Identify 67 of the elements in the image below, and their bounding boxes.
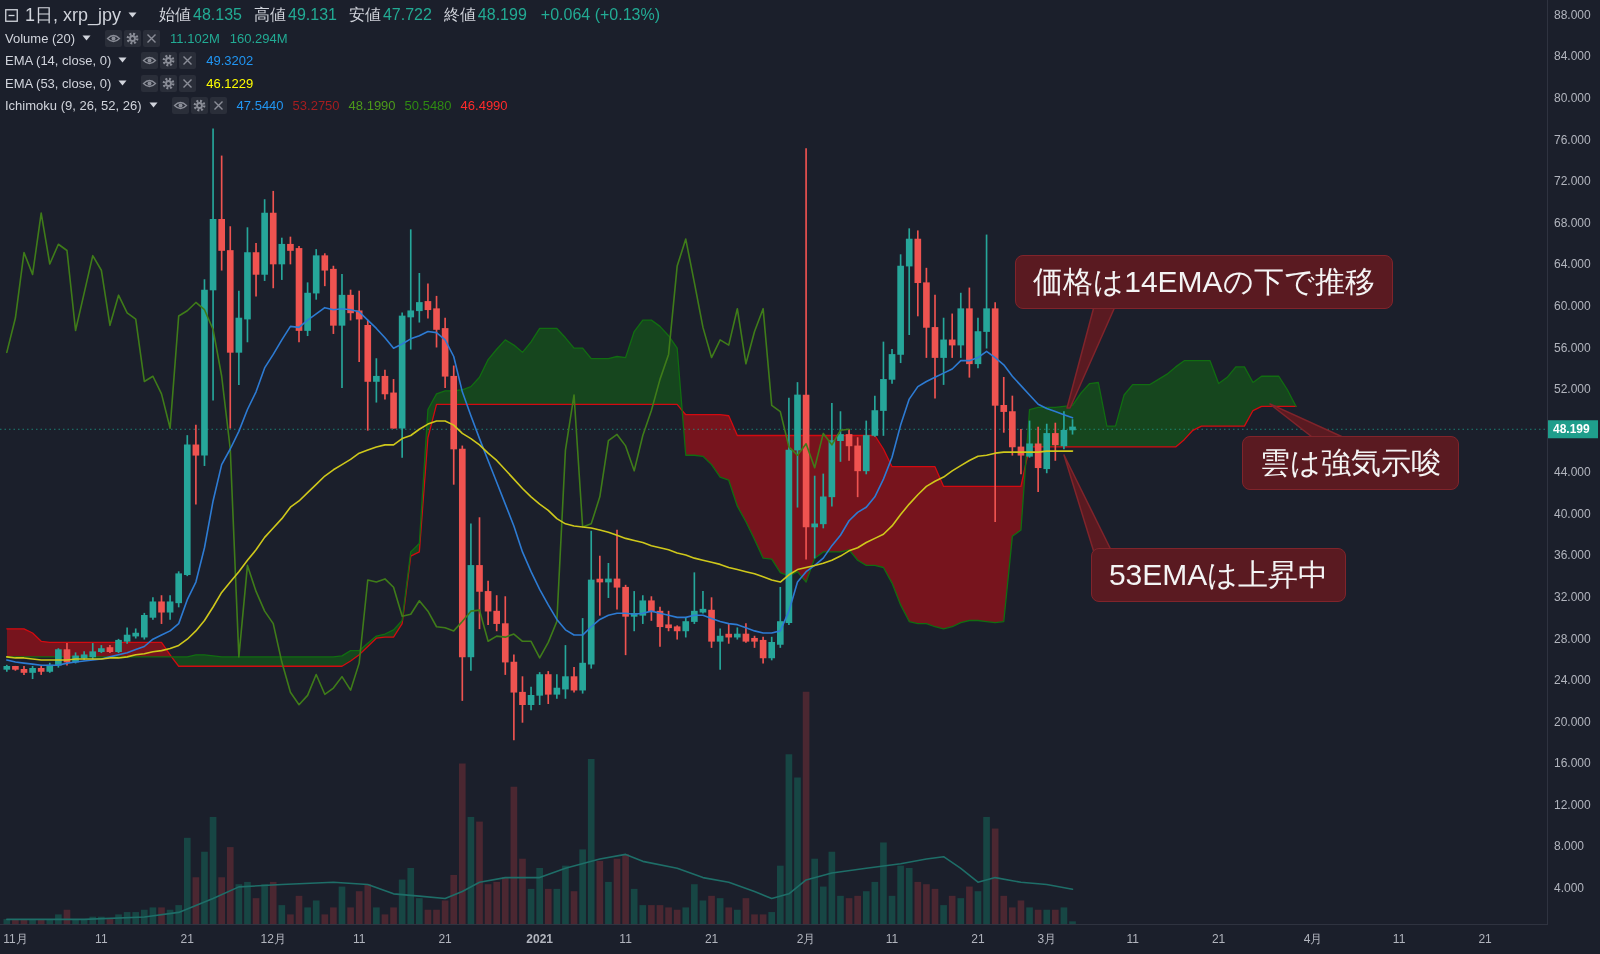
- y-tick-label: 8.000: [1554, 839, 1585, 854]
- annotation: EMA (14, close, 0): [5, 52, 112, 68]
- y-tick-label: 52.000: [1554, 382, 1592, 397]
- x-tick-label: 11月: [3, 931, 28, 946]
- x-tick-label: 2021: [526, 931, 554, 946]
- annotation: 46.1229: [206, 75, 254, 91]
- annotation: 雲は強気示唆: [1260, 444, 1442, 481]
- annotation: 48.199: [477, 6, 527, 24]
- x-tick-label: 21: [180, 931, 195, 946]
- y-tick-label: 32.000: [1554, 589, 1592, 604]
- x-tick-label: 11: [885, 931, 899, 946]
- y-tick-label: 20.000: [1554, 714, 1592, 729]
- x-tick-label: 12月: [260, 931, 286, 946]
- y-tick-label: 68.000: [1554, 215, 1592, 230]
- annotation: EMA (53, close, 0): [5, 75, 112, 91]
- x-tick-label: 11: [95, 931, 108, 946]
- x-tick-label: 21: [971, 931, 985, 946]
- annotation: 53.2750: [292, 97, 340, 113]
- y-tick-label: 80.000: [1554, 91, 1592, 106]
- x-tick-label: 3月: [1037, 931, 1057, 946]
- y-tick-label: 44.000: [1554, 465, 1592, 480]
- x-tick-label: 21: [1211, 931, 1226, 946]
- y-tick-label: 12.000: [1554, 797, 1592, 812]
- x-tick-label: 4月: [1303, 931, 1323, 946]
- x-tick-label: 11: [619, 931, 633, 946]
- annotation: 49.3202: [206, 52, 254, 68]
- y-tick-label: 60.000: [1554, 298, 1592, 313]
- annotation: Ichimoku (9, 26, 52, 26): [5, 97, 142, 113]
- annotation: 48.1990: [348, 97, 396, 113]
- annotation: Volume (20): [5, 30, 76, 46]
- ref-line-label: 48.199: [1553, 422, 1591, 437]
- y-tick-label: 88.000: [1554, 7, 1592, 22]
- y-tick-label: 76.000: [1554, 132, 1592, 147]
- x-tick-label: 11: [1126, 931, 1140, 946]
- y-tick-label: 24.000: [1554, 673, 1592, 688]
- y-tick-label: 40.000: [1554, 506, 1592, 521]
- annotation: 160.294M: [229, 30, 288, 46]
- annotation: 高値: [253, 4, 286, 25]
- annotation: 価格は14EMAの下で推移: [1033, 263, 1375, 300]
- annotation: 11.102M: [170, 30, 220, 46]
- y-tick-label: 16.000: [1554, 756, 1592, 771]
- annotation: +0.064 (+0.13%): [540, 6, 660, 24]
- annotation: 47.722: [382, 6, 432, 24]
- annotation: 53EMAは上昇中: [1108, 556, 1329, 593]
- annotation: 47.5440: [236, 97, 284, 113]
- chart-title: 1日, xrp_jpy: [25, 4, 122, 27]
- x-tick-label: 21: [1478, 931, 1493, 946]
- x-tick-label: 11: [1392, 931, 1406, 946]
- x-tick-label: 21: [438, 931, 453, 946]
- y-tick-label: 28.000: [1554, 631, 1592, 646]
- annotation: 安値: [348, 4, 381, 25]
- y-tick-label: 36.000: [1554, 548, 1592, 563]
- annotation: 50.5480: [404, 97, 452, 113]
- callout-box: 53EMAは上昇中: [1090, 548, 1347, 603]
- x-tick-label: 21: [704, 931, 719, 946]
- annotation: 49.131: [287, 6, 337, 24]
- annotation: 48.135: [193, 6, 242, 24]
- annotation: 46.4990: [460, 97, 508, 113]
- x-tick-label: 11: [352, 931, 366, 946]
- annotation: 始値: [159, 4, 192, 25]
- y-tick-label: 56.000: [1554, 340, 1592, 355]
- y-tick-label: 4.000: [1554, 880, 1585, 895]
- y-tick-label: 72.000: [1554, 174, 1592, 189]
- annotation: 終値: [443, 4, 476, 25]
- y-tick-label: 84.000: [1554, 49, 1592, 64]
- x-tick-label: 2月: [796, 931, 816, 946]
- y-tick-label: 64.000: [1554, 257, 1592, 272]
